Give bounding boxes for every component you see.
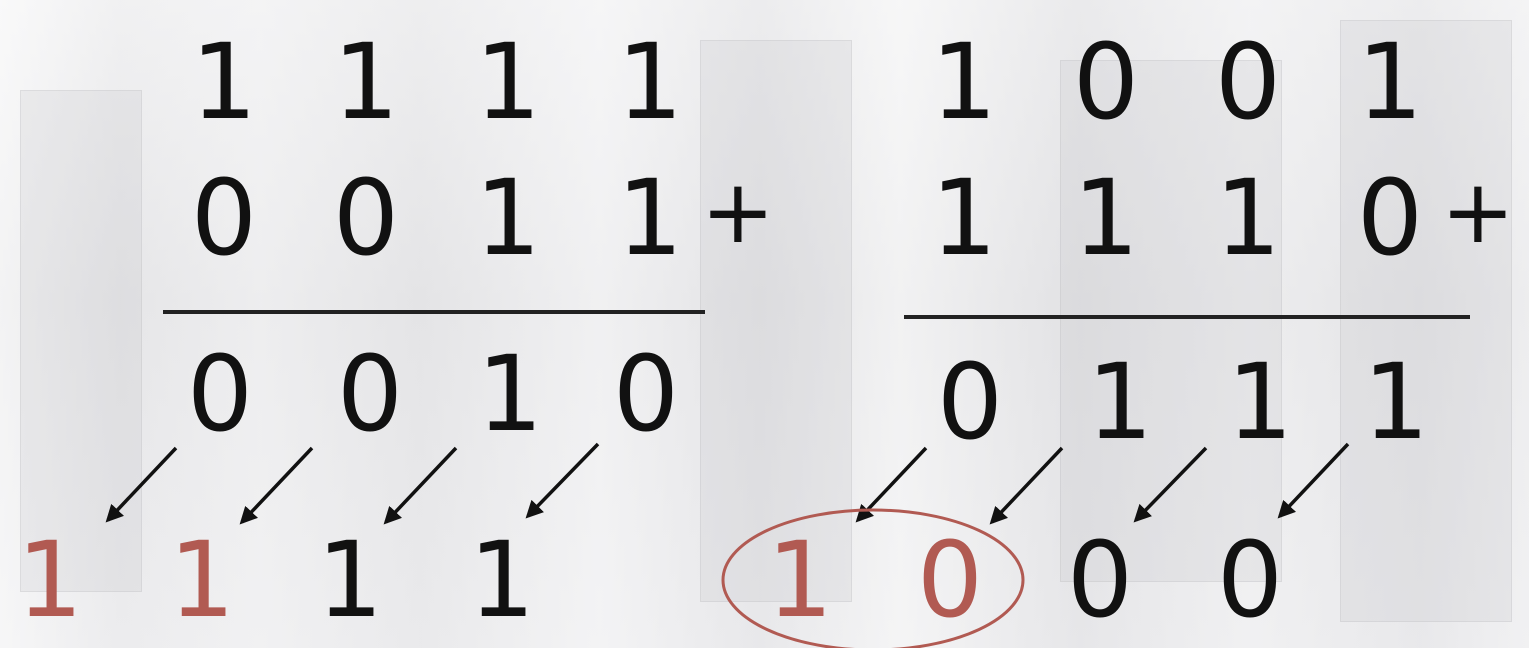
right-row1-digit: 1	[930, 21, 998, 143]
carry-arrow	[239, 446, 314, 525]
right-result-digit: 1	[1086, 341, 1154, 463]
right-result-digit: 1	[1362, 341, 1430, 463]
left-row2-digit: 0	[332, 157, 400, 279]
background-rack-right	[1060, 60, 1282, 582]
left-row2-digit: 1	[616, 157, 684, 279]
carry-arrow	[525, 442, 600, 519]
background-rack-far-right	[1340, 20, 1512, 622]
left-row1-digit: 1	[332, 21, 400, 143]
right-carry-digit: 0	[1216, 519, 1284, 641]
right-row1-digit: 0	[1214, 21, 1282, 143]
background-rack-mid	[700, 40, 852, 602]
left-carry-digit: 1	[316, 519, 384, 641]
left-result-digit: 0	[336, 333, 404, 455]
right-row1-digit: 0	[1072, 21, 1140, 143]
carry-arrow	[1133, 446, 1208, 523]
carry-highlight-circle	[721, 508, 1025, 648]
right-plus-sign: +	[1441, 160, 1515, 263]
carry-arrow	[989, 446, 1064, 525]
right-result-digit: 0	[936, 341, 1004, 463]
carry-arrow	[105, 446, 178, 523]
left-plus-sign: +	[701, 160, 775, 263]
left-row2-digit: 0	[190, 157, 258, 279]
left-result-digit: 0	[612, 333, 680, 455]
right-result-digit: 1	[1226, 341, 1294, 463]
left-row1-digit: 1	[190, 21, 258, 143]
right-carry-digit: 1	[766, 519, 834, 641]
right-row2-digit: 1	[1072, 157, 1140, 279]
left-result-digit: 0	[186, 333, 254, 455]
right-row2-digit: 1	[930, 157, 998, 279]
left-row2-digit: 1	[474, 157, 542, 279]
carry-arrow	[1277, 442, 1350, 519]
left-carry-digit: 1	[16, 519, 84, 641]
right-carry-digit: 0	[916, 519, 984, 641]
right-carry-digit: 0	[1066, 519, 1134, 641]
right-row2-digit: 1	[1214, 157, 1282, 279]
left-sum-line	[163, 310, 705, 314]
right-row1-digit: 1	[1356, 21, 1424, 143]
left-carry-digit: 1	[168, 519, 236, 641]
right-row2-digit: 0	[1356, 157, 1424, 279]
right-sum-line	[904, 315, 1470, 319]
left-row1-digit: 1	[616, 21, 684, 143]
left-result-digit: 1	[476, 333, 544, 455]
carry-arrow	[855, 446, 928, 523]
left-carry-digit: 1	[468, 519, 536, 641]
carry-arrow	[383, 446, 458, 525]
left-row1-digit: 1	[474, 21, 542, 143]
